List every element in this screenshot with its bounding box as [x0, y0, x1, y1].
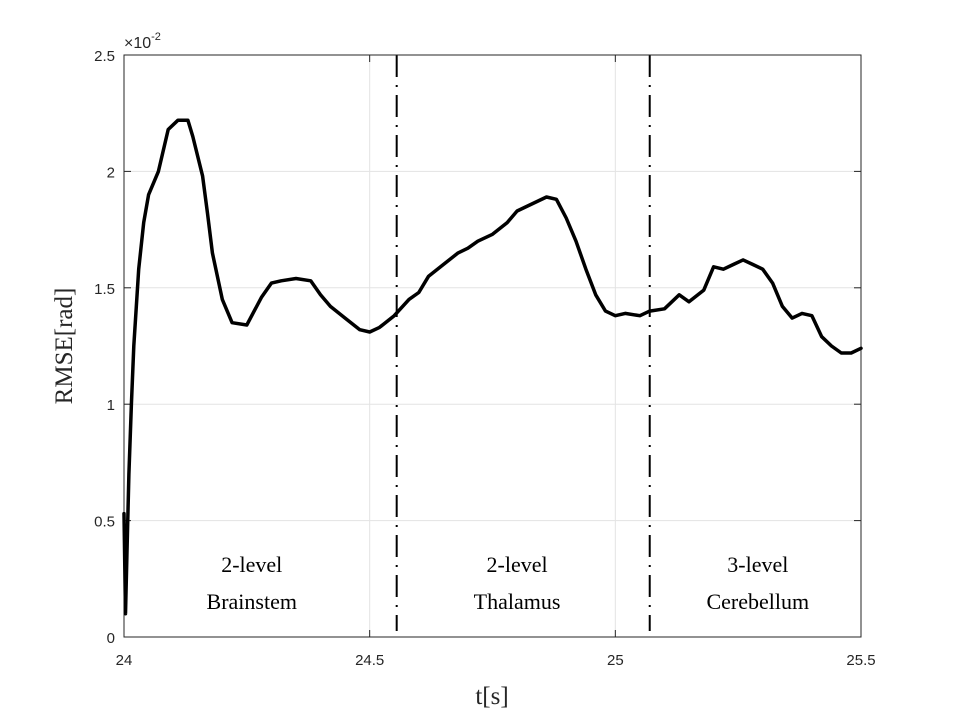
- y-axis-label: RMSE[rad]: [51, 288, 78, 405]
- x-axis-ticks: 24 24.5 25 25.5: [116, 55, 876, 669]
- y-tick-label: 2.5: [94, 48, 115, 65]
- y-tick-label: 0: [107, 630, 115, 647]
- y-multiplier-base: ×10: [124, 35, 151, 52]
- y-axis-ticks: 0 0.5 1 1.5 2 2.5: [94, 48, 861, 647]
- plot-area: [124, 55, 861, 637]
- region-label-line1: 2-level: [487, 552, 548, 577]
- y-multiplier: ×10-2: [124, 31, 161, 52]
- y-tick-label: 1: [107, 397, 115, 414]
- x-tick-label: 25: [607, 652, 624, 669]
- region-label-line2: Cerebellum: [706, 589, 809, 614]
- y-tick-label: 0.5: [94, 514, 115, 531]
- rmse-series-line: [122, 118, 863, 616]
- y-tick-label: 1.5: [94, 281, 115, 298]
- y-tick-label: 2: [107, 164, 115, 181]
- region-label-line2: Brainstem: [207, 589, 297, 614]
- region-annotations: 2-level Brainstem 2-level Thalamus 3-level Ce…: [207, 552, 810, 614]
- x-tick-label: 24: [116, 652, 133, 669]
- region-dividers: [395, 55, 651, 631]
- x-axis-label: t[s]: [475, 683, 508, 710]
- region-label-line1: 2-level: [221, 552, 282, 577]
- plot-frame: [123, 54, 862, 638]
- region-label-line2: Thalamus: [474, 589, 561, 614]
- y-multiplier-exponent: -2: [151, 31, 161, 43]
- x-tick-label: 24.5: [355, 652, 384, 669]
- region-label-line1: 3-level: [727, 552, 788, 577]
- x-tick-label: 25.5: [846, 652, 875, 669]
